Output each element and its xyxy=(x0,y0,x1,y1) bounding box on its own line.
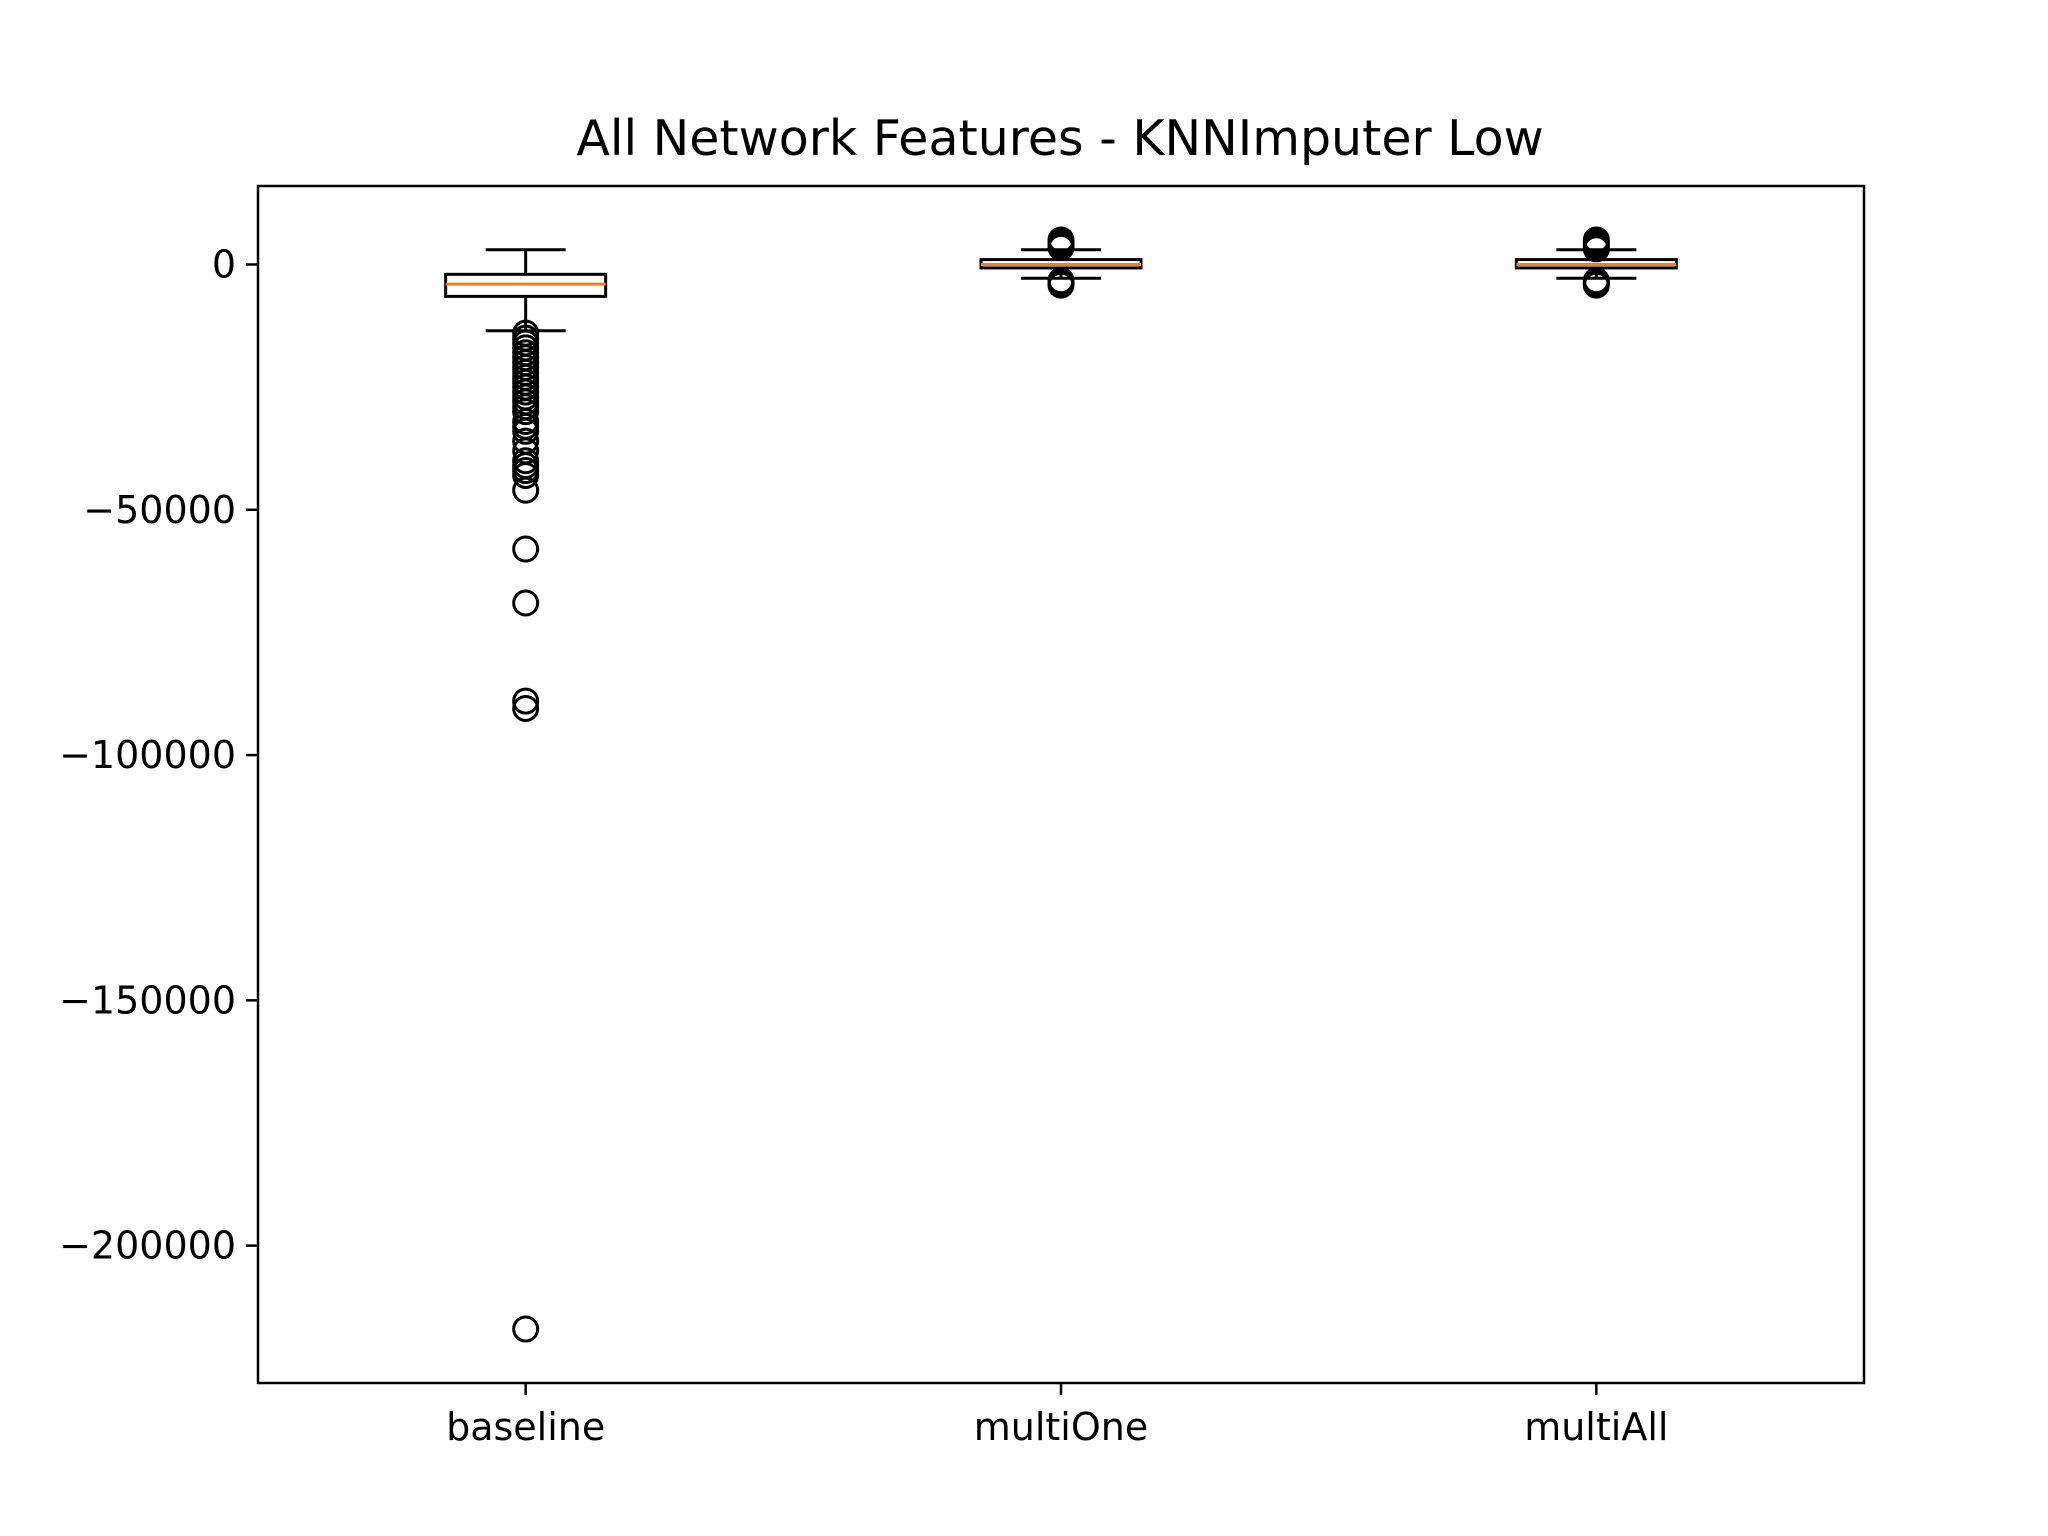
y-tick-label: −50000 xyxy=(83,488,236,532)
outlier-point xyxy=(512,694,540,722)
outlier-point xyxy=(1047,233,1075,261)
outlier-point xyxy=(512,398,540,426)
outlier-point xyxy=(512,476,540,504)
y-tick-label: −100000 xyxy=(59,733,236,777)
x-tick-label: baseline xyxy=(446,1405,605,1449)
outlier-point xyxy=(1582,271,1610,299)
outlier-point xyxy=(1582,235,1610,263)
outlier-point xyxy=(512,1315,540,1343)
outlier-point xyxy=(512,417,540,445)
outlier-point xyxy=(512,589,540,617)
chart-title: All Network Features - KNNImputer Low xyxy=(576,110,1543,167)
outlier-point xyxy=(512,687,540,715)
outlier-point xyxy=(1047,271,1075,299)
axes-frame xyxy=(256,184,1866,1385)
y-tick-label: −200000 xyxy=(59,1224,236,1268)
x-tick-label: multiOne xyxy=(974,1405,1149,1449)
x-tick-label: multiAll xyxy=(1524,1405,1668,1449)
y-tick-label: 0 xyxy=(212,242,236,286)
outlier-point xyxy=(512,535,540,563)
plot-area: 0 −50000 −100000 −150000 −200000 baseline mult… xyxy=(59,226,1678,1449)
y-tick-label: −150000 xyxy=(59,978,236,1022)
outlier-point xyxy=(512,461,540,489)
